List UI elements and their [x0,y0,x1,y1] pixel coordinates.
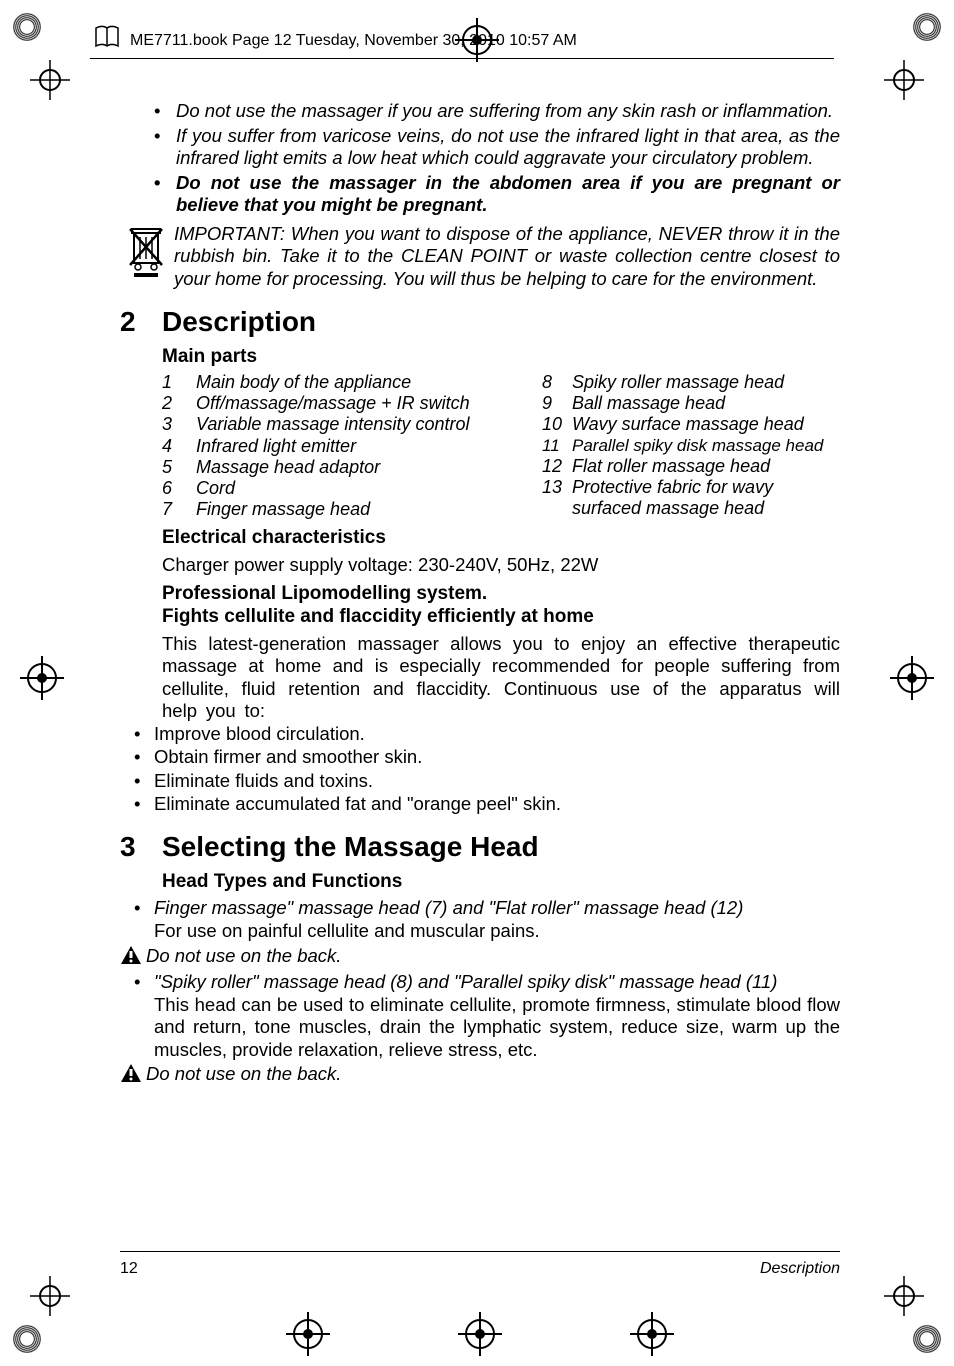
part-label: surfaced massage head [572,498,823,519]
corner-pattern-tr [904,4,950,50]
part-label: Wavy surface massage head [572,414,823,435]
part-num: 10 [542,414,572,435]
warning-item-bold: Do not use the massager in the abdomen a… [176,172,840,217]
disposal-text: IMPORTANT: When you want to dispose of t… [174,223,840,291]
part-label: Variable massage intensity control [196,414,470,435]
main-parts-heading: Main parts [162,345,840,368]
head-type-desc: This head can be used to eliminate cellu… [154,994,840,1062]
crop-mark-br [884,1276,924,1316]
section-number: 2 [120,305,162,339]
part-label: Massage head adaptor [196,457,470,478]
crop-mark-bl [30,1276,70,1316]
part-num: 2 [162,393,196,414]
footer-page-number: 12 [120,1260,138,1278]
benefits-list: Improve blood circulation. Obtain firmer… [120,723,840,816]
page-content: Do not use the massager if you are suffe… [120,100,840,1086]
warning-item: If you suffer from varicose veins, do no… [176,125,840,170]
warning-text: Do not use on the back. [146,945,341,968]
part-num: 11 [542,436,572,456]
section-3-heading: 3 Selecting the Massage Head [120,830,840,864]
corner-pattern-bl [4,1316,50,1362]
warning-list: Do not use the massager if you are suffe… [120,100,840,217]
part-label: Flat roller massage head [572,456,823,477]
crop-mark-tr [884,60,924,100]
electrical-text: Charger power supply voltage: 230-240V, … [162,554,840,577]
section-title: Description [162,305,316,339]
part-label: Infrared light emitter [196,436,470,457]
parts-columns: 1 2 3 4 5 6 7 Main body of the appliance… [162,372,840,521]
professional-heading-1: Professional Lipomodelling system. [162,582,840,605]
crop-mark-tl [30,60,70,100]
section-2-heading: 2 Description [120,305,840,339]
part-num: 12 [542,456,572,477]
registration-mark-bot2 [458,1312,502,1356]
part-label: Protective fabric for wavy [572,477,823,498]
benefit-item: Eliminate accumulated fat and "orange pe… [154,793,840,816]
warning-text: Do not use on the back. [146,1063,341,1086]
part-label: Spiky roller massage head [572,372,823,393]
book-icon [92,22,122,52]
corner-pattern-tl [4,4,50,50]
part-num: 6 [162,478,196,499]
professional-heading-2: Fights cellulite and flaccidity efficien… [162,605,840,628]
part-num: 3 [162,414,196,435]
part-num: 1 [162,372,196,393]
head-type-item: "Spiky roller" massage head (8) and "Par… [154,971,840,994]
part-num: 5 [162,457,196,478]
section-title: Selecting the Massage Head [162,830,539,864]
part-label: Finger massage head [196,499,470,520]
part-label: Main body of the appliance [196,372,470,393]
page-footer: 12 Description [120,1251,840,1278]
part-label: Off/massage/massage + IR switch [196,393,470,414]
part-num: 13 [542,477,572,498]
section-number: 3 [120,830,162,864]
footer-section-name: Description [760,1260,840,1278]
header-rule [90,58,834,59]
professional-text: This latest-generation massager allows y… [162,633,840,723]
warning-triangle-icon [120,1063,142,1083]
weee-bin-icon [124,223,168,291]
warning-row: Do not use on the back. [120,1063,840,1086]
part-label: Cord [196,478,470,499]
benefit-item: Obtain firmer and smoother skin. [154,746,840,769]
head-type-title: Finger massage" massage head (7) and "Fl… [154,897,743,918]
disposal-note: IMPORTANT: When you want to dispose of t… [120,223,840,291]
part-num: 9 [542,393,572,414]
part-label: Parallel spiky disk massage head [572,436,823,456]
warning-item: Do not use the massager if you are suffe… [176,100,840,123]
part-num: 4 [162,436,196,457]
registration-mark-bot1 [286,1312,330,1356]
benefit-item: Improve blood circulation. [154,723,840,746]
part-label: Ball massage head [572,393,823,414]
part-num: 7 [162,499,196,520]
electrical-heading: Electrical characteristics [162,526,840,549]
head-type-desc: For use on painful cellulite and muscula… [154,920,840,943]
registration-mark-right [890,656,934,700]
benefit-item: Eliminate fluids and toxins. [154,770,840,793]
head-type-title: "Spiky roller" massage head (8) and "Par… [154,971,777,992]
part-num: 8 [542,372,572,393]
page-header-text: ME7711.book Page 12 Tuesday, November 30… [130,32,577,50]
warning-row: Do not use on the back. [120,945,840,968]
registration-mark-bot3 [630,1312,674,1356]
warning-triangle-icon [120,945,142,965]
corner-pattern-br [904,1316,950,1362]
registration-mark-left [20,656,64,700]
head-type-item: Finger massage" massage head (7) and "Fl… [154,897,840,920]
head-types-heading: Head Types and Functions [162,870,840,893]
